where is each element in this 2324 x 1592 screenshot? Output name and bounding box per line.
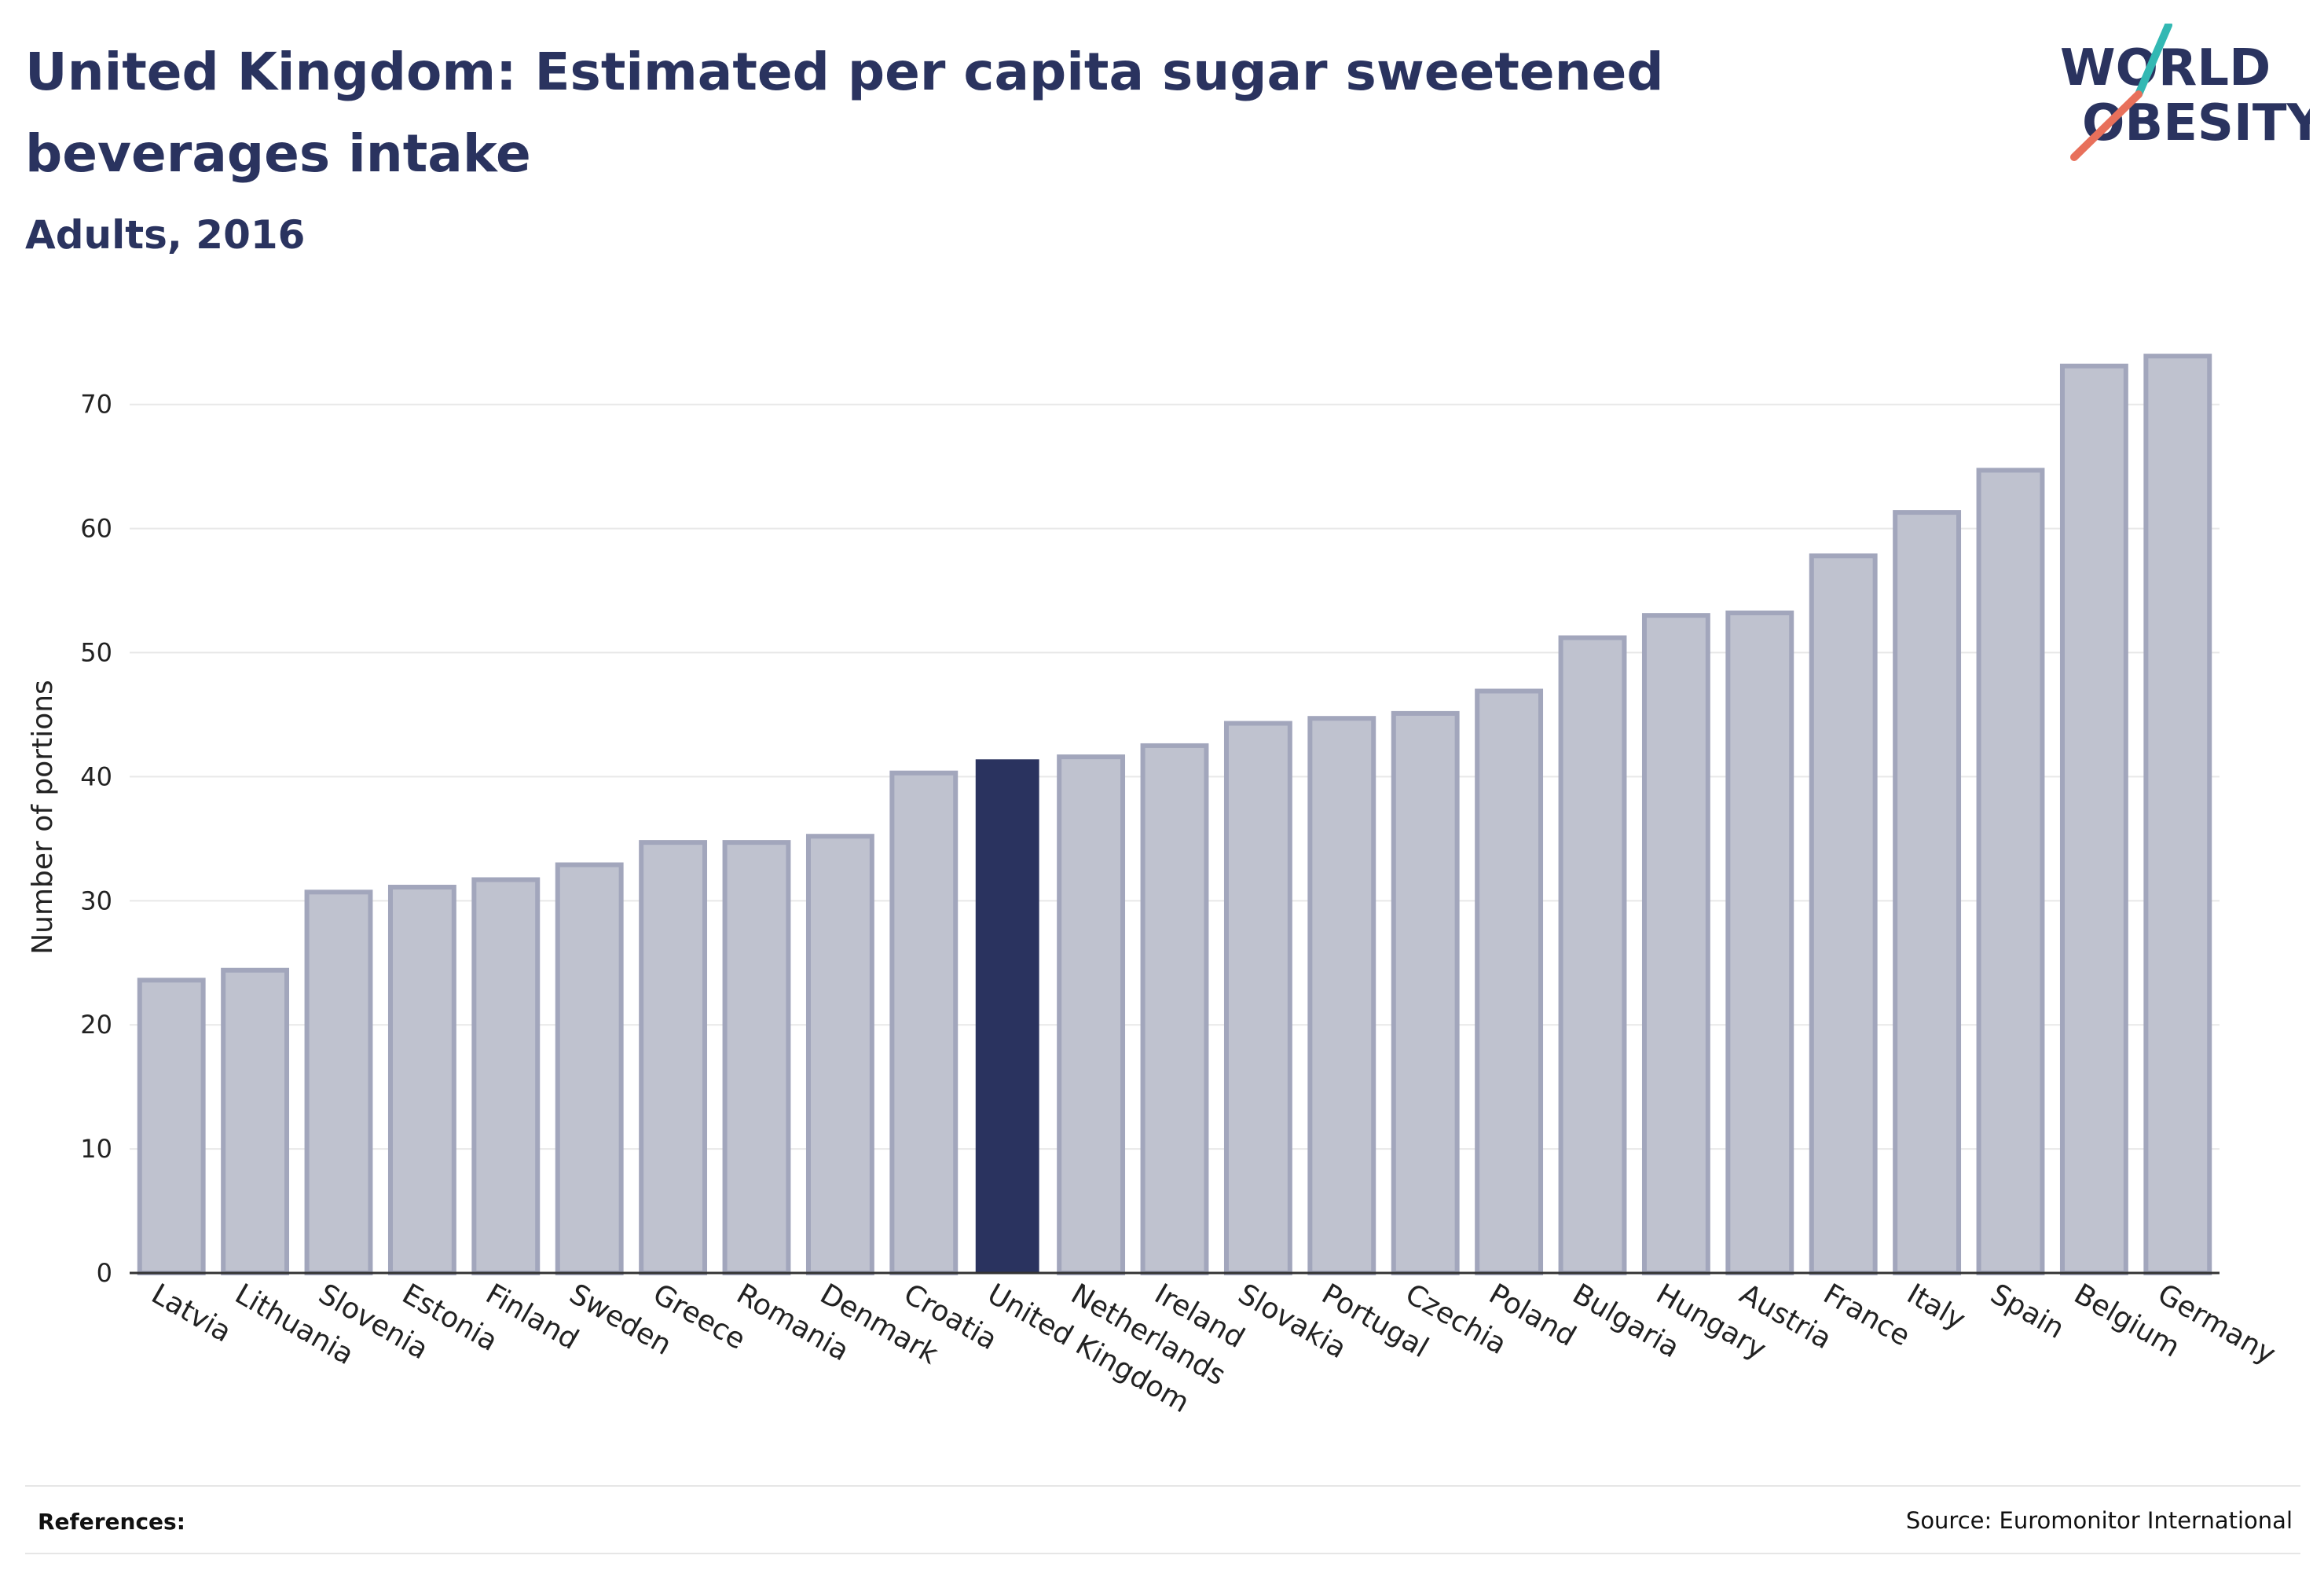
logo-word-world: WORLD [2060, 39, 2271, 97]
bar-bulgaria [1558, 635, 1627, 1276]
x-tick-label: Latvia [146, 1278, 236, 1348]
bar-belgium [2059, 363, 2128, 1276]
bar-greece [639, 840, 708, 1275]
bar-united-kingdom [975, 759, 1039, 1273]
world-obesity-logo: WORLD OBESITY [2060, 24, 2310, 161]
bar-poland [1475, 688, 1544, 1275]
footer-divider-top [25, 1485, 2300, 1487]
y-tick-label: 30 [80, 886, 112, 915]
y-axis-label: Number of portions [27, 680, 59, 955]
y-tick-label: 0 [97, 1258, 112, 1288]
bar-lithuania [221, 967, 290, 1275]
source-note: Source: Euromonitor International [1905, 1507, 2293, 1534]
bar-france [1809, 553, 1878, 1275]
bar-hungary [1641, 613, 1710, 1275]
logo-slash-teal [2135, 24, 2172, 98]
bar-ireland [1140, 743, 1209, 1275]
x-tick-label: Spain [1985, 1278, 2070, 1345]
chart-title: United Kingdom: Estimated per capita sug… [25, 42, 1664, 184]
footer-divider-bottom [25, 1553, 2300, 1554]
bar-portugal [1307, 716, 1376, 1275]
bar-czechia [1391, 710, 1460, 1275]
y-tick-label: 50 [80, 638, 112, 668]
bar-romania [722, 840, 791, 1275]
bar-latvia [137, 978, 206, 1275]
bar-estonia [387, 884, 456, 1276]
y-tick-label: 10 [80, 1134, 112, 1164]
bar-italy [1893, 510, 1962, 1275]
bar-slovakia [1223, 721, 1292, 1275]
bar-sweden [555, 862, 624, 1275]
bar-spain [1976, 468, 2045, 1275]
y-tick-label: 40 [80, 761, 112, 791]
y-tick-label: 60 [80, 514, 112, 544]
references-label: References: [38, 1509, 185, 1535]
x-tick-label: Finland [480, 1278, 584, 1356]
bar-austria [1725, 611, 1794, 1275]
logo-word-obesity: OBESITY [2082, 94, 2310, 152]
chart-subtitle: Adults, 2016 [25, 212, 306, 258]
y-tick-label: 70 [80, 390, 112, 420]
bar-netherlands [1057, 754, 1126, 1275]
bar-germany [2143, 354, 2212, 1276]
bar-denmark [805, 834, 874, 1275]
bar-slovenia [304, 890, 373, 1276]
y-tick-label: 20 [80, 1010, 112, 1040]
x-tick-label: France [1818, 1278, 1915, 1352]
bar-finland [471, 877, 541, 1275]
bar-croatia [889, 770, 959, 1275]
logo-slash-coral [2070, 90, 2143, 161]
